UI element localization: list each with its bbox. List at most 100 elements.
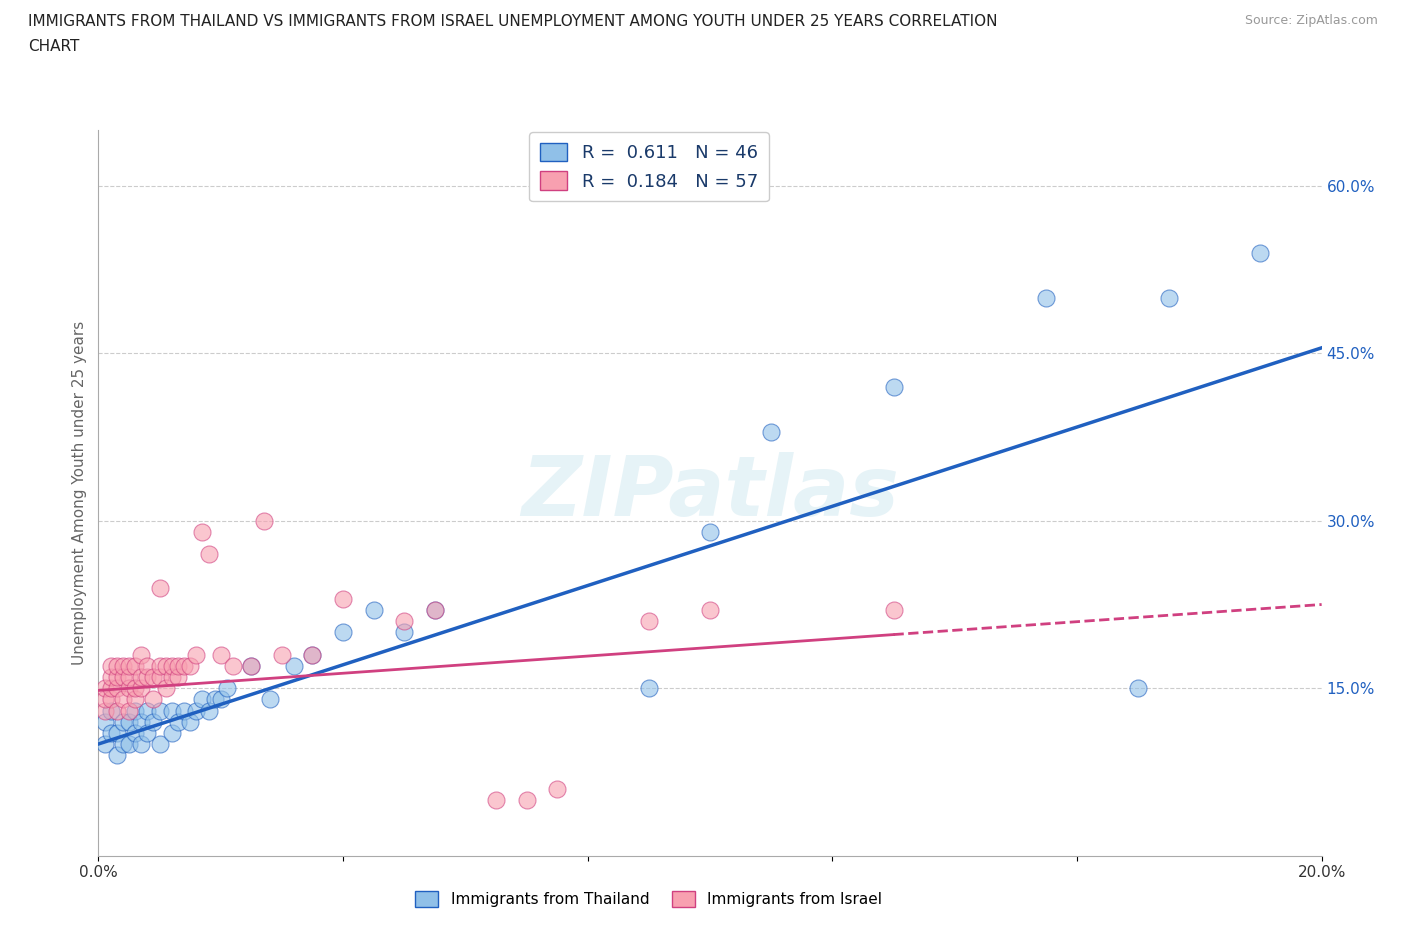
Point — [93, 737, 115, 751]
Point — [100, 725, 122, 740]
Point — [546, 781, 568, 796]
Point — [129, 647, 152, 662]
Point — [160, 670, 183, 684]
Point — [1035, 290, 1057, 305]
Point — [240, 658, 263, 673]
Point — [209, 647, 232, 662]
Point — [100, 658, 122, 673]
Point — [129, 670, 152, 684]
Point — [142, 670, 165, 684]
Point — [149, 703, 172, 718]
Point — [118, 681, 141, 696]
Point — [105, 681, 128, 696]
Point — [186, 703, 208, 718]
Point — [124, 692, 146, 707]
Point — [197, 547, 219, 562]
Point — [124, 703, 146, 718]
Point — [209, 692, 232, 707]
Legend: Immigrants from Thailand, Immigrants from Israel: Immigrants from Thailand, Immigrants fro… — [409, 885, 889, 913]
Text: IMMIGRANTS FROM THAILAND VS IMMIGRANTS FROM ISRAEL UNEMPLOYMENT AMONG YOUTH UNDE: IMMIGRANTS FROM THAILAND VS IMMIGRANTS F… — [28, 14, 998, 29]
Point — [392, 614, 416, 629]
Point — [222, 658, 245, 673]
Point — [100, 692, 122, 707]
Point — [129, 681, 152, 696]
Point — [93, 692, 115, 707]
Point — [259, 692, 281, 707]
Point — [118, 737, 141, 751]
Point — [160, 703, 183, 718]
Point — [111, 658, 134, 673]
Point — [136, 703, 159, 718]
Point — [332, 591, 354, 606]
Point — [191, 525, 214, 539]
Point — [270, 647, 292, 662]
Point — [155, 681, 177, 696]
Point — [142, 692, 165, 707]
Y-axis label: Unemployment Among Youth under 25 years: Unemployment Among Youth under 25 years — [72, 321, 87, 665]
Point — [485, 792, 508, 807]
Point — [252, 513, 274, 528]
Point — [124, 658, 146, 673]
Point — [301, 647, 323, 662]
Point — [423, 603, 446, 618]
Point — [759, 424, 782, 439]
Point — [167, 670, 190, 684]
Text: Source: ZipAtlas.com: Source: ZipAtlas.com — [1244, 14, 1378, 27]
Point — [118, 670, 141, 684]
Point — [301, 647, 323, 662]
Point — [699, 525, 721, 539]
Point — [191, 692, 214, 707]
Point — [160, 725, 183, 740]
Point — [149, 670, 172, 684]
Point — [118, 658, 141, 673]
Point — [118, 703, 141, 718]
Point — [186, 647, 208, 662]
Point — [149, 658, 172, 673]
Point — [124, 725, 146, 740]
Point — [167, 658, 190, 673]
Point — [883, 379, 905, 394]
Point — [516, 792, 538, 807]
Text: CHART: CHART — [28, 39, 80, 54]
Point — [1128, 681, 1150, 696]
Point — [637, 614, 661, 629]
Point — [363, 603, 385, 618]
Point — [105, 725, 128, 740]
Point — [105, 670, 128, 684]
Point — [167, 714, 190, 729]
Point — [136, 725, 159, 740]
Point — [155, 658, 177, 673]
Point — [100, 703, 122, 718]
Point — [111, 714, 134, 729]
Point — [129, 714, 152, 729]
Point — [93, 681, 115, 696]
Point — [204, 692, 226, 707]
Point — [883, 603, 905, 618]
Point — [100, 670, 122, 684]
Point — [111, 692, 134, 707]
Point — [215, 681, 238, 696]
Point — [105, 748, 128, 763]
Point — [100, 681, 122, 696]
Point — [179, 714, 201, 729]
Point — [197, 703, 219, 718]
Point — [423, 603, 446, 618]
Point — [1157, 290, 1180, 305]
Point — [124, 681, 146, 696]
Text: ZIPatlas: ZIPatlas — [522, 452, 898, 534]
Point — [111, 737, 134, 751]
Point — [118, 714, 141, 729]
Point — [142, 714, 165, 729]
Point — [93, 703, 115, 718]
Point — [173, 658, 195, 673]
Point — [637, 681, 661, 696]
Point — [129, 737, 152, 751]
Point — [149, 737, 172, 751]
Point — [105, 703, 128, 718]
Point — [332, 625, 354, 640]
Point — [240, 658, 263, 673]
Point — [173, 703, 195, 718]
Point — [179, 658, 201, 673]
Point — [136, 658, 159, 673]
Point — [149, 580, 172, 595]
